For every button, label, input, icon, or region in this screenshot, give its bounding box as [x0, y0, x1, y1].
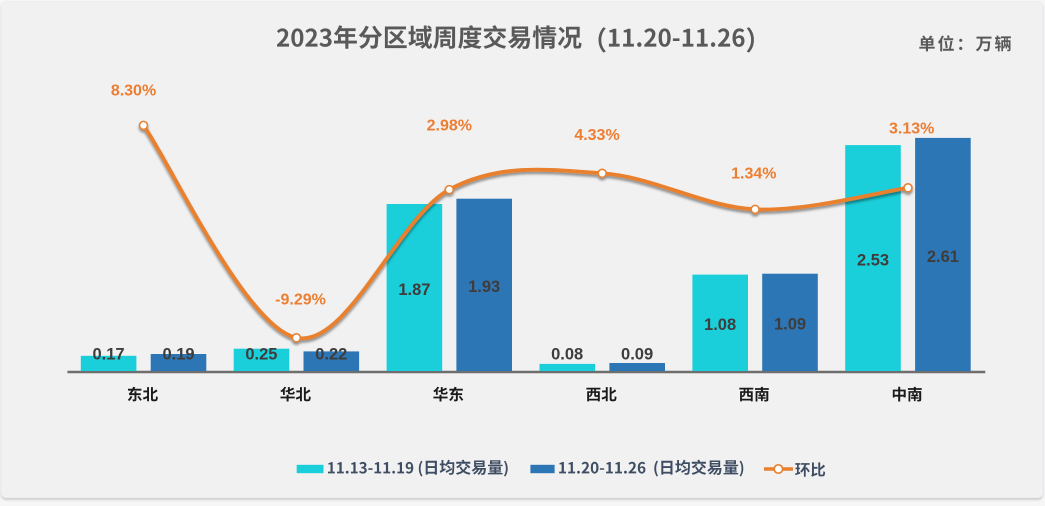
svg-text:0.17: 0.17 — [92, 346, 124, 364]
svg-text:0.09: 0.09 — [621, 346, 653, 364]
svg-text:3.13%: 3.13% — [889, 120, 934, 137]
svg-text:1.93: 1.93 — [468, 278, 500, 296]
svg-text:0.25: 0.25 — [245, 346, 277, 364]
svg-text:8.30%: 8.30% — [111, 83, 156, 100]
svg-text:0.22: 0.22 — [315, 346, 347, 364]
svg-text:-9.29%: -9.29% — [275, 292, 326, 309]
svg-text:4.33%: 4.33% — [574, 127, 619, 144]
svg-text:1.87: 1.87 — [398, 281, 430, 299]
svg-text:2.53: 2.53 — [857, 251, 889, 269]
svg-text:1.09: 1.09 — [774, 316, 806, 334]
svg-text:0.19: 0.19 — [162, 346, 194, 364]
svg-text:2.98%: 2.98% — [427, 117, 472, 134]
svg-text:2.61: 2.61 — [927, 248, 959, 266]
svg-text:0.08: 0.08 — [551, 346, 583, 364]
svg-text:1.08: 1.08 — [704, 316, 736, 334]
svg-text:1.34%: 1.34% — [731, 166, 776, 183]
